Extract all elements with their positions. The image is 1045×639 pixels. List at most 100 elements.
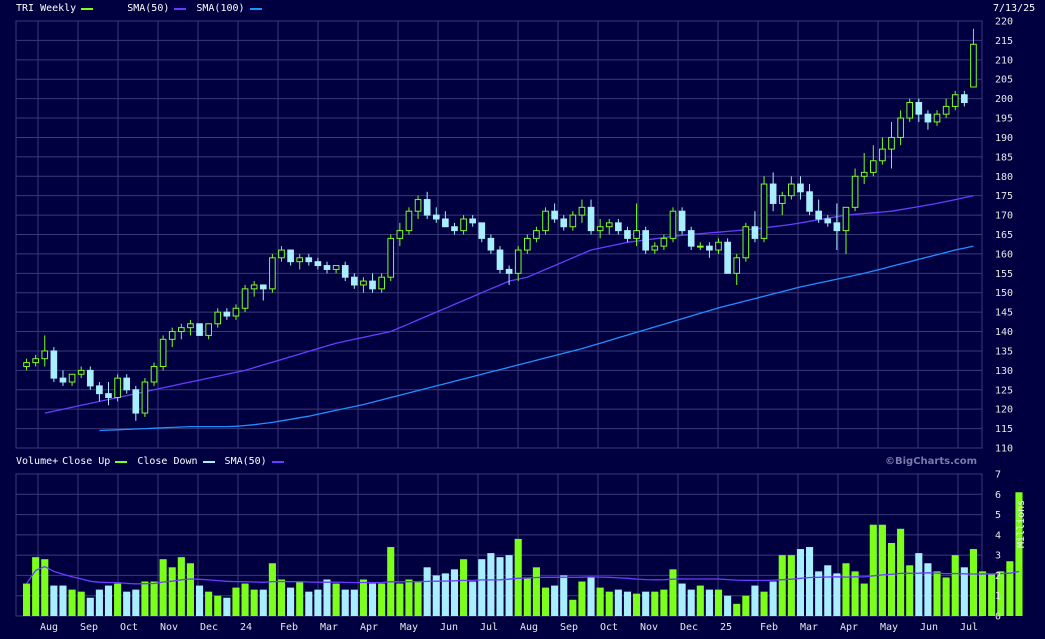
candle bbox=[214, 308, 222, 328]
volume-bar bbox=[323, 579, 331, 616]
candle-body bbox=[806, 191, 813, 212]
candle-body bbox=[678, 210, 686, 232]
volume-bar bbox=[414, 581, 422, 616]
candle-body bbox=[615, 222, 622, 232]
volume-bar bbox=[86, 597, 94, 616]
candle bbox=[351, 273, 358, 289]
volume-bar bbox=[32, 557, 40, 616]
price-legend: TRI Weekly SMA(50) SMA(100) bbox=[16, 3, 272, 14]
volume-bar bbox=[441, 573, 449, 616]
candle bbox=[687, 226, 695, 251]
candle bbox=[259, 284, 267, 301]
candle bbox=[633, 203, 640, 247]
volume-bar bbox=[95, 589, 103, 616]
candle-body bbox=[933, 113, 941, 123]
volume-bar bbox=[642, 591, 650, 616]
close-up-swatch bbox=[115, 460, 128, 463]
price-tick-label: 180 bbox=[995, 172, 1013, 183]
volume-label: Volume+ bbox=[16, 456, 59, 467]
volume-bar bbox=[687, 589, 695, 616]
candle bbox=[114, 374, 121, 402]
candle-body bbox=[487, 237, 495, 251]
candle-body bbox=[196, 323, 203, 336]
candle-body bbox=[132, 389, 140, 414]
volume-bar bbox=[123, 591, 131, 616]
candle bbox=[533, 226, 540, 243]
volume-bar bbox=[623, 591, 632, 616]
candle-body bbox=[533, 230, 540, 239]
volume-tick-label: 3 bbox=[995, 551, 1001, 562]
price-tick-label: 140 bbox=[995, 327, 1013, 338]
candle-body bbox=[460, 218, 467, 232]
volume-bar bbox=[205, 591, 213, 616]
candle-body bbox=[451, 226, 458, 232]
candle-body bbox=[733, 257, 741, 274]
candle-body bbox=[788, 183, 795, 197]
candle-body bbox=[569, 214, 577, 228]
candle bbox=[797, 176, 804, 200]
candle bbox=[560, 215, 568, 231]
candle bbox=[314, 257, 322, 270]
candle-body bbox=[332, 265, 340, 270]
volume-bar bbox=[1006, 561, 1014, 616]
volume-sma-swatch bbox=[271, 460, 284, 463]
candle bbox=[96, 382, 103, 402]
volume-bar bbox=[59, 585, 67, 616]
volume-bar bbox=[341, 589, 349, 616]
x-tick-label: Mar bbox=[800, 622, 818, 633]
volume-bar bbox=[214, 595, 222, 616]
candle-body bbox=[924, 113, 932, 123]
candle bbox=[706, 242, 713, 258]
candle bbox=[378, 273, 385, 293]
price-tick-label: 120 bbox=[995, 405, 1013, 416]
candle bbox=[833, 203, 841, 251]
candle bbox=[851, 168, 859, 212]
candle-body bbox=[888, 136, 895, 150]
candle-body bbox=[323, 265, 331, 270]
volume-bar bbox=[50, 585, 58, 616]
candle bbox=[460, 215, 467, 235]
volume-bar bbox=[296, 581, 304, 616]
x-tick-label: Aug bbox=[520, 622, 538, 633]
candle-body bbox=[815, 210, 822, 220]
candle-body bbox=[396, 230, 404, 239]
candle bbox=[897, 110, 904, 146]
volume-tick-label: 0 bbox=[995, 612, 1001, 623]
candle bbox=[660, 234, 668, 251]
volume-bar bbox=[587, 577, 595, 616]
candle bbox=[105, 382, 112, 406]
volume-bar bbox=[469, 581, 477, 616]
price-tick-label: 155 bbox=[995, 269, 1013, 280]
candle bbox=[605, 218, 613, 235]
candle-body bbox=[860, 171, 868, 177]
volume-bar bbox=[778, 555, 786, 616]
candle-body bbox=[578, 206, 586, 216]
volume-bar bbox=[906, 565, 914, 616]
candle bbox=[888, 121, 895, 169]
volume-bar bbox=[159, 559, 167, 616]
candle bbox=[469, 215, 477, 227]
x-tick-label: Nov bbox=[640, 622, 658, 633]
x-tick-label: Aug bbox=[40, 622, 58, 633]
candle-body bbox=[778, 195, 786, 204]
candle bbox=[942, 98, 950, 119]
volume-bar bbox=[969, 549, 977, 616]
candle-body bbox=[287, 249, 294, 263]
candle-body bbox=[514, 249, 522, 274]
volume-bar bbox=[141, 581, 149, 616]
volume-bar bbox=[541, 587, 550, 616]
volume-bar bbox=[869, 524, 877, 616]
close-down-label: Close Down bbox=[137, 456, 198, 467]
volume-bar bbox=[787, 555, 795, 616]
candle-body bbox=[59, 377, 67, 383]
candle bbox=[523, 234, 531, 254]
candle bbox=[432, 207, 440, 223]
volume-bar bbox=[751, 585, 759, 616]
candle-body bbox=[178, 327, 185, 333]
volume-bar bbox=[1015, 492, 1023, 616]
candle bbox=[487, 234, 495, 254]
candle-body bbox=[760, 183, 768, 239]
volume-bar bbox=[660, 589, 668, 616]
volume-bar bbox=[560, 575, 568, 616]
candle bbox=[587, 199, 595, 235]
